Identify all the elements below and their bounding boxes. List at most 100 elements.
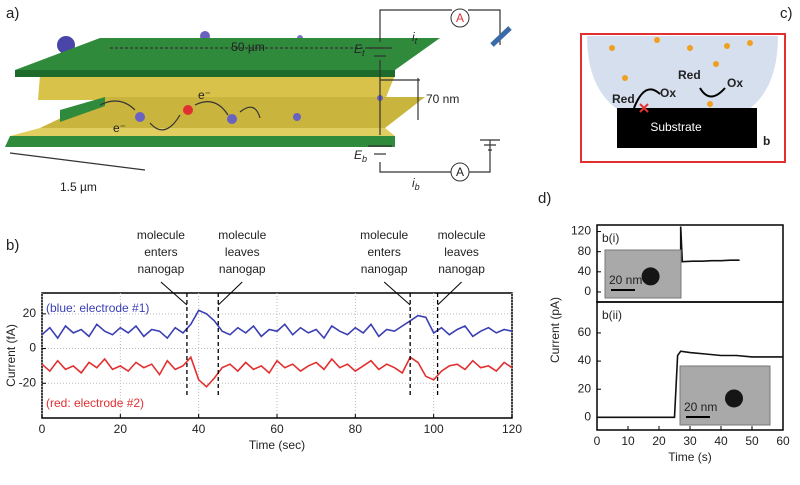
y-tick-label: 40 (578, 264, 592, 278)
x-tick-label: 40 (714, 434, 728, 448)
species-label: Red (612, 92, 635, 106)
y-tick-label: 80 (578, 244, 592, 258)
annotation: leaves (444, 245, 479, 259)
panel-title: b(ii) (602, 308, 622, 322)
potential-label: Et (354, 42, 365, 58)
subscript: t (415, 36, 418, 46)
y-tick-label: 40 (578, 353, 592, 367)
x-tick-label: 30 (683, 434, 697, 448)
annotation-arrow (217, 281, 243, 306)
series-line (41, 355, 513, 388)
x-tick-label: 20 (114, 422, 128, 436)
annotation: molecule (218, 228, 266, 242)
species-label: Ox (727, 76, 743, 90)
species-label: Ox (660, 86, 676, 100)
y-tick-label: 0 (584, 410, 591, 424)
subscript: b (415, 182, 420, 192)
bottom-plate-back (60, 97, 105, 122)
y-tick-label: 0 (29, 341, 36, 355)
tem-image (679, 365, 771, 426)
electron-label: e⁻ (113, 121, 126, 135)
x-tick-label: 120 (502, 422, 522, 436)
circuit-wire (379, 9, 501, 173)
molecule (227, 114, 237, 124)
ammeter (450, 8, 470, 28)
x-tick-label: 80 (349, 422, 363, 436)
panel-title: b(i) (602, 231, 619, 245)
y-tick-label: 0 (584, 284, 591, 298)
y-axis-label: Current (fA) (4, 324, 18, 387)
dimension-label: 1.5 µm (60, 180, 97, 194)
y-tick-label: 60 (578, 325, 592, 339)
y-tick-label: 20 (23, 306, 37, 320)
annotation: molecule (360, 228, 408, 242)
legend-label: (blue: electrode #1) (46, 301, 149, 315)
nanoparticle (725, 389, 743, 408)
species-label: Red (678, 68, 701, 82)
annotation-arrow (160, 281, 188, 306)
reaction-arrow (633, 87, 726, 109)
substrate-diagram: Substrate Red Ox Red Ox b (580, 33, 786, 163)
y-tick-label: -20 (19, 375, 37, 389)
annotation-arrow (383, 281, 411, 306)
data-line (597, 350, 783, 419)
annotation: nanogap (361, 262, 408, 276)
x-tick-label: 50 (745, 434, 759, 448)
series-line (41, 309, 513, 340)
dimension-label: 70 nm (426, 92, 459, 106)
ammeter (450, 162, 470, 182)
symbol: i (412, 176, 415, 190)
x-axis-label: Time (sec) (249, 438, 305, 452)
potential-label: Eb (354, 148, 367, 164)
electron-label: e⁻ (198, 88, 211, 102)
dimension-label: 50 µm (231, 40, 265, 54)
substrate-label: Substrate (650, 120, 702, 134)
y-tick-label: 120 (571, 224, 591, 238)
panel-label: b) (6, 237, 19, 254)
probe (490, 26, 512, 47)
bottom-plate (5, 136, 395, 147)
annotation: leaves (225, 245, 260, 259)
subscript: b (362, 154, 367, 164)
x-tick-label: 40 (192, 422, 206, 436)
electron-path (99, 100, 261, 131)
annotation: nanogap (138, 262, 185, 276)
x-tick-label: 60 (776, 434, 790, 448)
panel-label: d) (538, 190, 551, 207)
annotation: enters (144, 245, 177, 259)
annotation: enters (367, 245, 400, 259)
scale-label: 20 nm (609, 273, 642, 287)
ground (480, 139, 500, 151)
device-diagram: 50 µm e⁻ e⁻ 70 nm 1.5 µm A A Et it Eb ib (5, 8, 512, 194)
annotation-arrow (437, 281, 462, 306)
scale-label: 20 nm (684, 400, 717, 414)
subscript: t (362, 48, 365, 58)
length-arrow (9, 152, 146, 171)
nanoparticle (641, 267, 660, 286)
current-label: ib (412, 176, 420, 192)
data-line (679, 226, 740, 292)
annotation: molecule (438, 228, 486, 242)
x-tick-label: 10 (621, 434, 635, 448)
ammeter-label: A (456, 11, 464, 25)
panel-label: c) (780, 5, 793, 22)
symbol: E (354, 42, 363, 56)
x-tick-label: 60 (270, 422, 284, 436)
droplet (587, 36, 778, 125)
particles (609, 37, 753, 107)
x-axis-label: Time (s) (668, 450, 712, 464)
panel-label: a) (6, 5, 19, 22)
current-label: it (412, 30, 418, 46)
top-plate (15, 38, 440, 70)
x-tick-label: 100 (424, 422, 444, 436)
annotation: molecule (137, 228, 185, 242)
legend-label: (red: electrode #2) (46, 396, 144, 410)
symbol: i (412, 30, 415, 44)
y-axis-label: Current (pA) (548, 297, 562, 363)
x-tick-label: 0 (594, 434, 601, 448)
corner-label: b (763, 134, 770, 148)
ammeter-label: A (456, 165, 464, 179)
molecule (183, 105, 193, 115)
